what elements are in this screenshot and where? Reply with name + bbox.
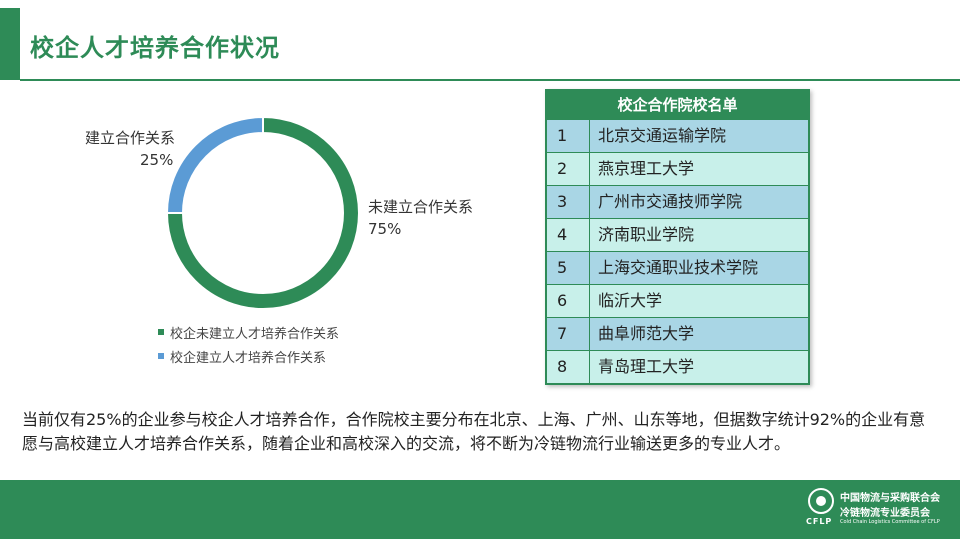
legend-swatch-green (158, 329, 164, 335)
label-established: 建立合作关系 25% (85, 127, 175, 171)
row-number: 6 (547, 285, 590, 317)
org-name-line2: 冷链物流专业委员会 (840, 508, 930, 519)
donut-chart (165, 115, 360, 310)
legend-label: 校企建立人才培养合作关系 (170, 350, 327, 366)
label-established-value: 25% (140, 151, 174, 169)
slice-not-established (165, 115, 360, 310)
school-name: 曲阜师范大学 (598, 324, 695, 343)
table-title: 校企合作院校名单 (547, 91, 808, 119)
page-title: 校企人才培养合作状况 (30, 34, 280, 62)
row-number: 5 (547, 252, 590, 284)
table-row: 3 广州市交通技师学院 (547, 185, 808, 218)
school-name: 上海交通职业技术学院 (598, 258, 759, 277)
footer-bar (0, 480, 960, 539)
label-established-name: 建立合作关系 (85, 129, 176, 147)
summary-paragraph: 当前仅有25%的企业参与校企人才培养合作，合作院校主要分布在北京、上海、广州、山… (22, 410, 926, 453)
title-accent-bar (0, 8, 20, 80)
row-number: 7 (547, 318, 590, 350)
table-row: 6 临沂大学 (547, 284, 808, 317)
row-number: 4 (547, 219, 590, 251)
label-not-established: 未建立合作关系 75% (368, 196, 473, 240)
table-row: 4 济南职业学院 (547, 218, 808, 251)
slice-established (165, 115, 264, 214)
school-name: 济南职业学院 (598, 225, 695, 244)
row-number: 3 (547, 186, 590, 218)
row-number: 8 (547, 351, 590, 383)
school-name: 广州市交通技师学院 (598, 192, 743, 211)
cflp-logo-mark (816, 496, 826, 506)
table-row: 7 曲阜师范大学 (547, 317, 808, 350)
chart-legend: 校企未建立人才培养合作关系 校企建立人才培养合作关系 (158, 320, 339, 368)
table-row: 5 上海交通职业技术学院 (547, 251, 808, 284)
label-not-established-value: 75% (368, 220, 402, 238)
org-name-line1: 中国物流与采购联合会 (840, 493, 940, 504)
legend-item-not-established: 校企未建立人才培养合作关系 (158, 320, 339, 344)
school-name: 临沂大学 (598, 291, 663, 310)
legend-swatch-blue (158, 353, 164, 359)
legend-label: 校企未建立人才培养合作关系 (170, 326, 340, 342)
label-not-established-name: 未建立合作关系 (368, 198, 474, 216)
row-number: 2 (547, 153, 590, 185)
school-name: 燕京理工大学 (598, 159, 695, 178)
table-row: 2 燕京理工大学 (547, 152, 808, 185)
org-name-english: Cold Chain Logistics Committee of CFLP (840, 519, 940, 525)
school-name: 青岛理工大学 (598, 357, 695, 376)
legend-item-established: 校企建立人才培养合作关系 (158, 344, 339, 368)
title-divider (20, 79, 960, 81)
table-row: 8 青岛理工大学 (547, 350, 808, 383)
row-number: 1 (547, 120, 590, 152)
org-abbr: CFLP (806, 517, 833, 526)
table-row: 1 北京交通运输学院 (547, 119, 808, 152)
cflp-logo-icon (808, 488, 834, 514)
school-name: 北京交通运输学院 (598, 126, 727, 145)
